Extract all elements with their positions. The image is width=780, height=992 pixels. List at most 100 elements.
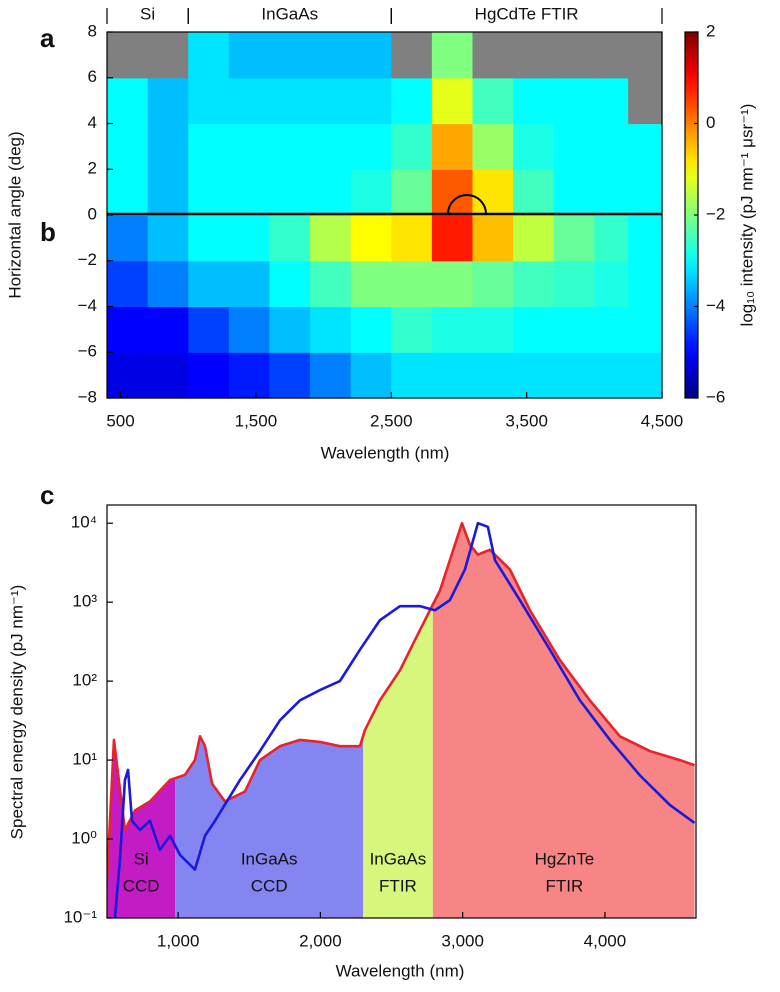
heatmap-cell <box>513 260 555 308</box>
x-axis-label: Wavelength (nm) <box>336 961 465 980</box>
heatmap-cell <box>431 32 474 79</box>
region-label: FTIR <box>379 876 417 895</box>
heatmap-cell <box>269 260 311 308</box>
region-label: CCD <box>123 876 160 895</box>
y-tick-label: 0 <box>88 204 97 223</box>
colorbar-tick-label: −4 <box>706 296 725 315</box>
series-line <box>107 521 696 881</box>
heatmap-cell <box>188 77 230 125</box>
region-label: HgCdTe FTIR <box>475 4 579 23</box>
y-tick-label: 8 <box>88 21 97 40</box>
heatmap-cell <box>391 260 433 308</box>
heatmap-cell <box>431 352 474 399</box>
region-label: Si <box>134 849 149 868</box>
heatmap-cell <box>513 169 555 216</box>
heatmap-cell <box>310 260 352 308</box>
heatmap-cell <box>147 260 189 308</box>
heatmap-cell <box>553 215 595 262</box>
heatmap-cell <box>553 169 595 216</box>
region-label: Si <box>140 4 155 23</box>
y-tick-label: −8 <box>78 387 97 406</box>
heatmap-cell <box>391 169 433 216</box>
x-tick-label: 1,500 <box>235 411 278 430</box>
y-tick-label: 4 <box>88 113 97 132</box>
heatmap-cell <box>350 260 392 308</box>
heatmap-cell <box>107 77 149 125</box>
heatmap-cell <box>513 215 555 262</box>
heatmap-cell <box>472 169 514 216</box>
heatmap-cell <box>513 32 555 79</box>
heatmap-cell <box>391 215 433 262</box>
heatmap-cell <box>431 260 474 308</box>
heatmap-cell <box>147 306 189 353</box>
heatmap-cell <box>147 123 189 170</box>
heatmap-cell <box>472 260 514 308</box>
x-axis-label: Wavelength (nm) <box>321 443 450 462</box>
heatmap-cell <box>628 306 663 353</box>
y-tick-label: −2 <box>78 250 97 269</box>
y-tick-label: 10⁻¹ <box>63 907 97 926</box>
heatmap-cell <box>269 215 311 262</box>
heatmap-cell <box>431 123 474 170</box>
colorbar-tick-label: 2 <box>706 21 715 40</box>
heatmap-cell <box>513 77 555 125</box>
panel-label: b <box>40 217 56 247</box>
colorbar-tick-label: −6 <box>706 387 725 406</box>
heatmap-cell <box>107 123 149 170</box>
heatmap-cell <box>228 32 271 79</box>
heatmap-cell <box>147 169 189 216</box>
region-label: InGaAs <box>370 849 427 868</box>
heatmap-cell <box>107 215 149 262</box>
heatmap-cell <box>553 352 595 399</box>
heatmap-cell <box>472 32 514 79</box>
x-tick-label: 500 <box>106 411 134 430</box>
heatmap-cell <box>594 352 629 399</box>
heatmap-cell <box>513 123 555 170</box>
heatmap-cell <box>228 123 271 170</box>
heatmap-cell <box>228 77 271 125</box>
heatmap-cell <box>594 215 629 262</box>
heatmap-cell <box>147 32 189 79</box>
region-label: InGaAs <box>261 4 318 23</box>
y-tick-label: 6 <box>88 67 97 86</box>
y-tick-label: 10⁴ <box>71 513 97 532</box>
heatmap-cell <box>269 32 311 79</box>
panel-label: c <box>40 480 54 510</box>
heatmap-cell <box>310 352 352 399</box>
y-tick-label: 10¹ <box>72 750 97 769</box>
y-tick-label: 10⁰ <box>71 829 97 848</box>
heatmap-cell <box>107 260 149 308</box>
panel-label: a <box>40 23 55 53</box>
heatmap-cell <box>628 123 663 170</box>
heatmap-cell <box>431 215 474 262</box>
heatmap-cell <box>310 306 352 353</box>
heatmap-cell <box>472 77 514 125</box>
heatmap-cell <box>391 77 433 125</box>
heatmap-cell <box>228 215 271 262</box>
y-tick-label: −6 <box>78 342 97 361</box>
heatmap-cell <box>472 215 514 262</box>
heatmap-cell <box>431 77 474 125</box>
y-tick-label: 10² <box>72 671 97 690</box>
x-tick-label: 2,000 <box>299 931 342 950</box>
y-tick-label: −4 <box>78 296 97 315</box>
heatmap-cell <box>594 169 629 216</box>
heatmap-cell <box>188 123 230 170</box>
heatmap-cell <box>628 260 663 308</box>
region-label: InGaAs <box>241 849 298 868</box>
heatmap-cell <box>594 32 629 79</box>
heatmap-cell <box>269 306 311 353</box>
heatmap-cell <box>594 123 629 170</box>
heatmap-cell <box>269 169 311 216</box>
heatmap-cell <box>594 77 629 125</box>
heatmap-cell <box>188 260 230 308</box>
heatmap-cell <box>628 77 663 125</box>
heatmap-cell <box>188 169 230 216</box>
plot-frame <box>106 504 697 919</box>
heatmap-cell <box>391 123 433 170</box>
heatmap-cell <box>107 32 149 79</box>
colorbar-tick-label: 0 <box>706 113 715 132</box>
heatmap-cell <box>513 352 555 399</box>
heatmap-cell <box>228 260 271 308</box>
